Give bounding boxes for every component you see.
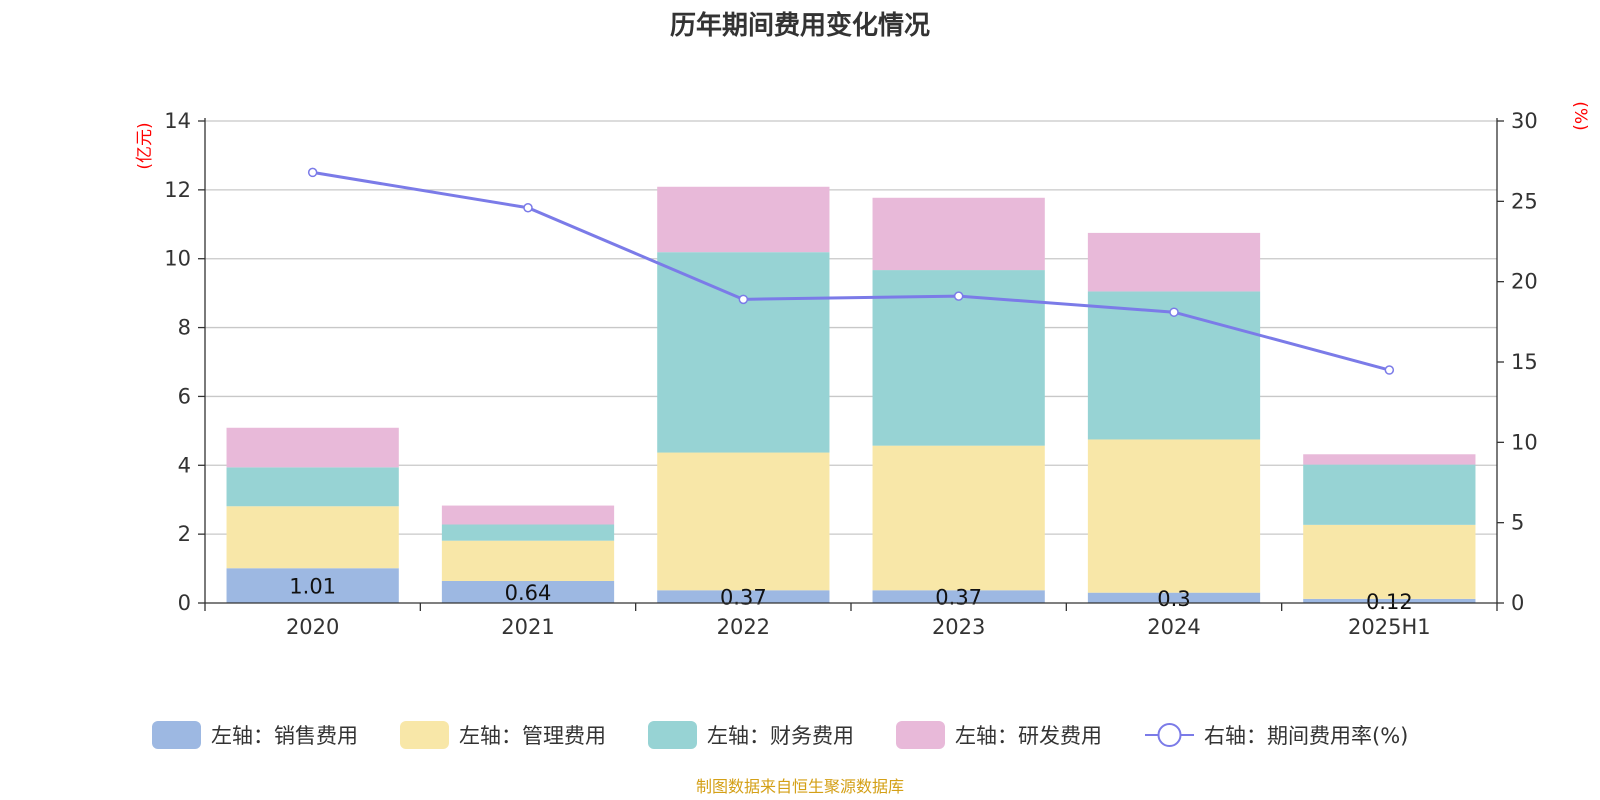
axes: 0 2 4 6 8 10 12 14 0 5 10 15 20 25 30 2020 2021 2022 2023 2… xyxy=(164,109,1537,639)
legend-swatch xyxy=(896,721,945,749)
left-axis-tick-label: 2 xyxy=(178,522,191,546)
bar-segment[interactable] xyxy=(441,505,615,525)
bar-segment[interactable] xyxy=(657,252,830,453)
legend-swatch xyxy=(648,721,697,749)
left-axis-tick-label: 8 xyxy=(178,316,191,340)
legend-label: 左轴：销售费用 xyxy=(211,724,358,748)
bar-segment[interactable] xyxy=(441,540,615,581)
bar-segment[interactable] xyxy=(657,590,830,603)
bar-value-label: 0.3 xyxy=(1157,587,1190,611)
right-axis-tick-label: 10 xyxy=(1511,430,1538,454)
bar-segment[interactable] xyxy=(1087,232,1261,292)
rate-point[interactable] xyxy=(738,294,749,305)
rate-point[interactable] xyxy=(523,203,533,213)
left-axis-tick-label: 14 xyxy=(164,109,191,133)
bar-segment[interactable] xyxy=(872,590,1045,603)
legend-swatch xyxy=(152,721,201,749)
rate-point[interactable] xyxy=(307,167,318,178)
right-axis-tick-label: 5 xyxy=(1511,511,1524,535)
rate-point[interactable] xyxy=(953,291,964,301)
right-axis-tick-label: 30 xyxy=(1511,109,1538,133)
legend-item[interactable]: 左轴：销售费用 xyxy=(152,721,358,749)
rate-point[interactable] xyxy=(1169,307,1179,317)
rate-point[interactable] xyxy=(1384,365,1395,375)
left-axis-tick-label: 0 xyxy=(178,591,191,615)
x-axis-tick-label: 2024 xyxy=(1147,615,1200,639)
legend-label: 左轴：研发费用 xyxy=(955,724,1102,748)
left-axis-tick-label: 12 xyxy=(164,178,191,202)
x-axis-tick-label: 2025H1 xyxy=(1348,615,1431,639)
bar-value-label: 0.37 xyxy=(720,586,767,610)
source-note: 制图数据来自恒生聚源数据库 xyxy=(696,777,904,796)
legend-label: 右轴：期间费用率(%) xyxy=(1204,724,1408,748)
bar-segment[interactable] xyxy=(441,580,615,603)
rate-line xyxy=(307,167,1395,375)
right-axis-tick-label: 15 xyxy=(1511,350,1538,374)
legend-marker xyxy=(1157,723,1182,747)
bar-segment[interactable] xyxy=(1303,454,1476,465)
legend-item[interactable]: 左轴：管理费用 xyxy=(400,721,606,749)
bar-segment[interactable] xyxy=(441,524,615,541)
x-axis-tick-label: 2020 xyxy=(286,615,339,639)
legend-item[interactable]: 左轴：财务费用 xyxy=(648,721,854,749)
right-axis-unit: (%) xyxy=(1570,101,1590,130)
bar-value-label: 0.64 xyxy=(505,581,552,605)
right-axis-tick-label: 25 xyxy=(1511,189,1538,213)
bar-segment[interactable] xyxy=(226,467,399,507)
bar-value-label: 0.12 xyxy=(1366,590,1413,614)
bar-segment[interactable] xyxy=(1303,598,1476,603)
legend-label: 左轴：管理费用 xyxy=(459,724,606,748)
legend[interactable]: 左轴：销售费用 左轴：管理费用 左轴：财务费用 左轴：研发费用 右轴：期间费用率(%) xyxy=(152,721,1408,749)
bar-segment[interactable] xyxy=(872,445,1045,591)
bar-value-label: 1.01 xyxy=(289,575,336,599)
chart-title: 历年期间费用变化情况 xyxy=(670,10,930,41)
left-axis-tick-label: 6 xyxy=(178,384,191,408)
bar-segment[interactable] xyxy=(872,197,1045,271)
legend-item[interactable]: 左轴：研发费用 xyxy=(896,721,1102,749)
bar-segment[interactable] xyxy=(226,427,399,468)
bars: 1.01 0.64 0.37 0.37 0.3 0.12 xyxy=(226,186,1476,614)
bar-segment[interactable] xyxy=(226,568,399,603)
bar-segment[interactable] xyxy=(226,506,399,569)
bar-segment[interactable] xyxy=(1303,464,1476,525)
bar-segment[interactable] xyxy=(1087,439,1261,593)
legend-label: 左轴：财务费用 xyxy=(707,724,854,748)
right-axis-tick-label: 0 xyxy=(1511,591,1524,615)
rate-line-path xyxy=(312,170,1390,372)
left-axis-tick-label: 10 xyxy=(164,247,191,271)
legend-swatch xyxy=(400,721,449,749)
legend-item[interactable]: 右轴：期间费用率(%) xyxy=(1145,723,1408,748)
left-axis-unit: (亿元) xyxy=(135,122,155,169)
left-axis-tick-label: 4 xyxy=(178,453,191,477)
bar-segment[interactable] xyxy=(657,186,830,253)
bar-value-label: 0.37 xyxy=(935,586,982,610)
x-axis-tick-label: 2022 xyxy=(717,615,770,639)
x-axis-tick-label: 2023 xyxy=(932,615,985,639)
bar-segment[interactable] xyxy=(657,452,830,591)
right-axis-tick-label: 20 xyxy=(1511,270,1538,294)
bar-segment[interactable] xyxy=(1303,524,1476,599)
x-axis-tick-label: 2021 xyxy=(501,615,554,639)
bar-segment[interactable] xyxy=(1087,592,1261,603)
